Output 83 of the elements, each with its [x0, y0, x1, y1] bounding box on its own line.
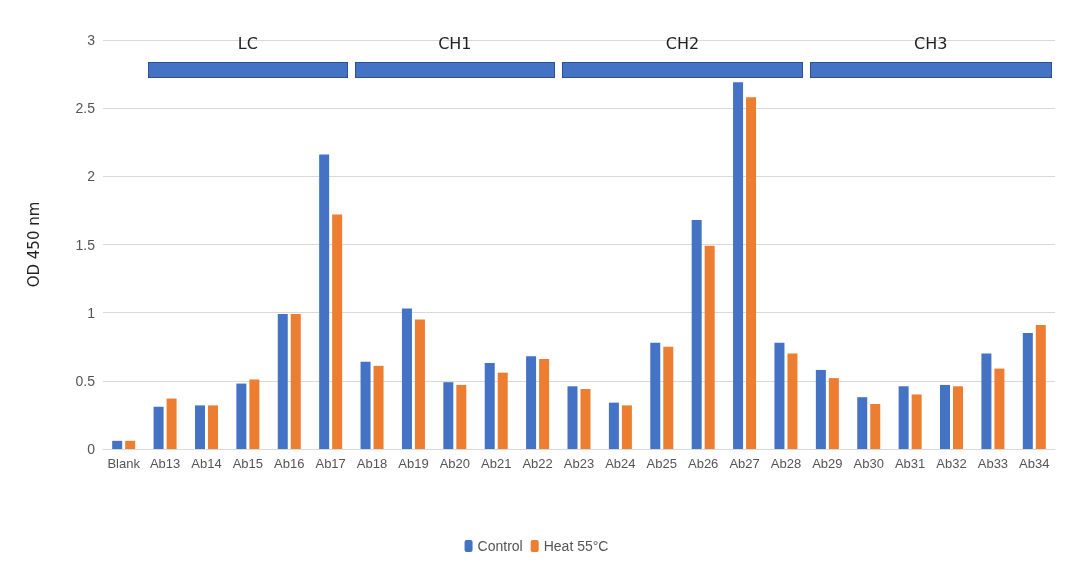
x-tick-label: Ab32 — [936, 456, 967, 471]
bar — [373, 365, 384, 449]
x-tick-label: Ab34 — [1019, 456, 1050, 471]
x-tick-label: Ab20 — [439, 456, 471, 471]
x-tick-label: Ab19 — [398, 456, 429, 471]
bar — [401, 308, 412, 449]
bar — [290, 314, 301, 449]
x-tick-label: Ab17 — [315, 456, 346, 471]
bar — [621, 405, 632, 449]
bar — [870, 404, 881, 449]
x-tick-label: Ab29 — [812, 456, 843, 471]
legend-label: Heat 55°C — [543, 538, 609, 554]
bar — [650, 342, 661, 449]
bar — [1035, 324, 1046, 449]
bar — [828, 378, 839, 449]
x-tick-label: Ab13 — [149, 456, 181, 471]
bar — [940, 384, 951, 449]
bar — [319, 154, 330, 449]
annotation: CH2 — [664, 33, 701, 54]
bar — [981, 353, 992, 449]
bar — [153, 406, 164, 449]
bar — [207, 405, 218, 449]
bar — [580, 389, 591, 449]
y-axis-title: OD 450 nm — [24, 201, 43, 288]
bar — [443, 382, 454, 449]
bar — [733, 82, 744, 449]
bar — [774, 342, 785, 449]
bar — [608, 402, 619, 449]
y-tick-label: 0.5 — [75, 372, 96, 389]
annotation: LC — [236, 33, 259, 54]
bar — [277, 314, 288, 449]
y-tick-label: 2.5 — [75, 100, 96, 117]
bar — [332, 214, 343, 449]
bar — [456, 384, 467, 449]
bar — [787, 353, 798, 449]
bar — [815, 369, 826, 449]
bar — [911, 394, 922, 449]
bar — [857, 397, 868, 449]
x-tick-label: Ab22 — [522, 456, 553, 471]
bar — [691, 219, 702, 449]
bar — [994, 368, 1005, 449]
x-tick-label: Ab26 — [687, 456, 719, 471]
bar — [1022, 333, 1033, 449]
x-tick-label: Ab25 — [646, 456, 677, 471]
x-tick-label: Ab31 — [894, 456, 926, 471]
bar — [497, 372, 508, 449]
bar — [746, 97, 757, 449]
x-tick-label: Ab27 — [729, 456, 760, 471]
bar — [898, 386, 909, 449]
x-tick-label: Ab28 — [770, 456, 802, 471]
x-tick-label: Ab15 — [232, 456, 264, 471]
y-tick-label: 1.5 — [75, 236, 96, 253]
bar — [112, 440, 123, 449]
bar — [360, 361, 371, 449]
bar — [194, 405, 205, 449]
x-tick-label: Ab21 — [481, 456, 512, 471]
bar — [567, 386, 578, 449]
y-tick-label: 3 — [87, 32, 96, 48]
bar — [704, 245, 715, 449]
x-tick-label: Ab18 — [356, 456, 388, 471]
bar — [484, 363, 495, 449]
x-tick-label: Ab16 — [274, 456, 305, 471]
annotation: CH3 — [913, 33, 949, 54]
x-tick-label: Ab33 — [977, 456, 1009, 471]
bar — [953, 386, 964, 449]
x-tick-label: Ab24 — [605, 456, 636, 471]
bar — [166, 398, 177, 449]
legend-label: Control — [477, 538, 523, 554]
y-tick-label: 2 — [87, 168, 96, 185]
bar — [526, 356, 537, 449]
bar — [539, 359, 550, 449]
y-tick-label: 1 — [87, 304, 96, 321]
bar — [249, 379, 260, 449]
x-tick-label: Ab30 — [853, 456, 884, 471]
annotation: CH1 — [437, 33, 473, 54]
x-tick-label: Ab14 — [191, 456, 222, 471]
x-tick-label: Blank — [107, 456, 141, 471]
y-tick-label: 0 — [87, 441, 96, 457]
bar — [414, 319, 425, 449]
bar — [236, 383, 247, 449]
bar — [125, 440, 136, 449]
x-tick-label: Ab23 — [563, 456, 595, 471]
bar — [663, 346, 674, 449]
